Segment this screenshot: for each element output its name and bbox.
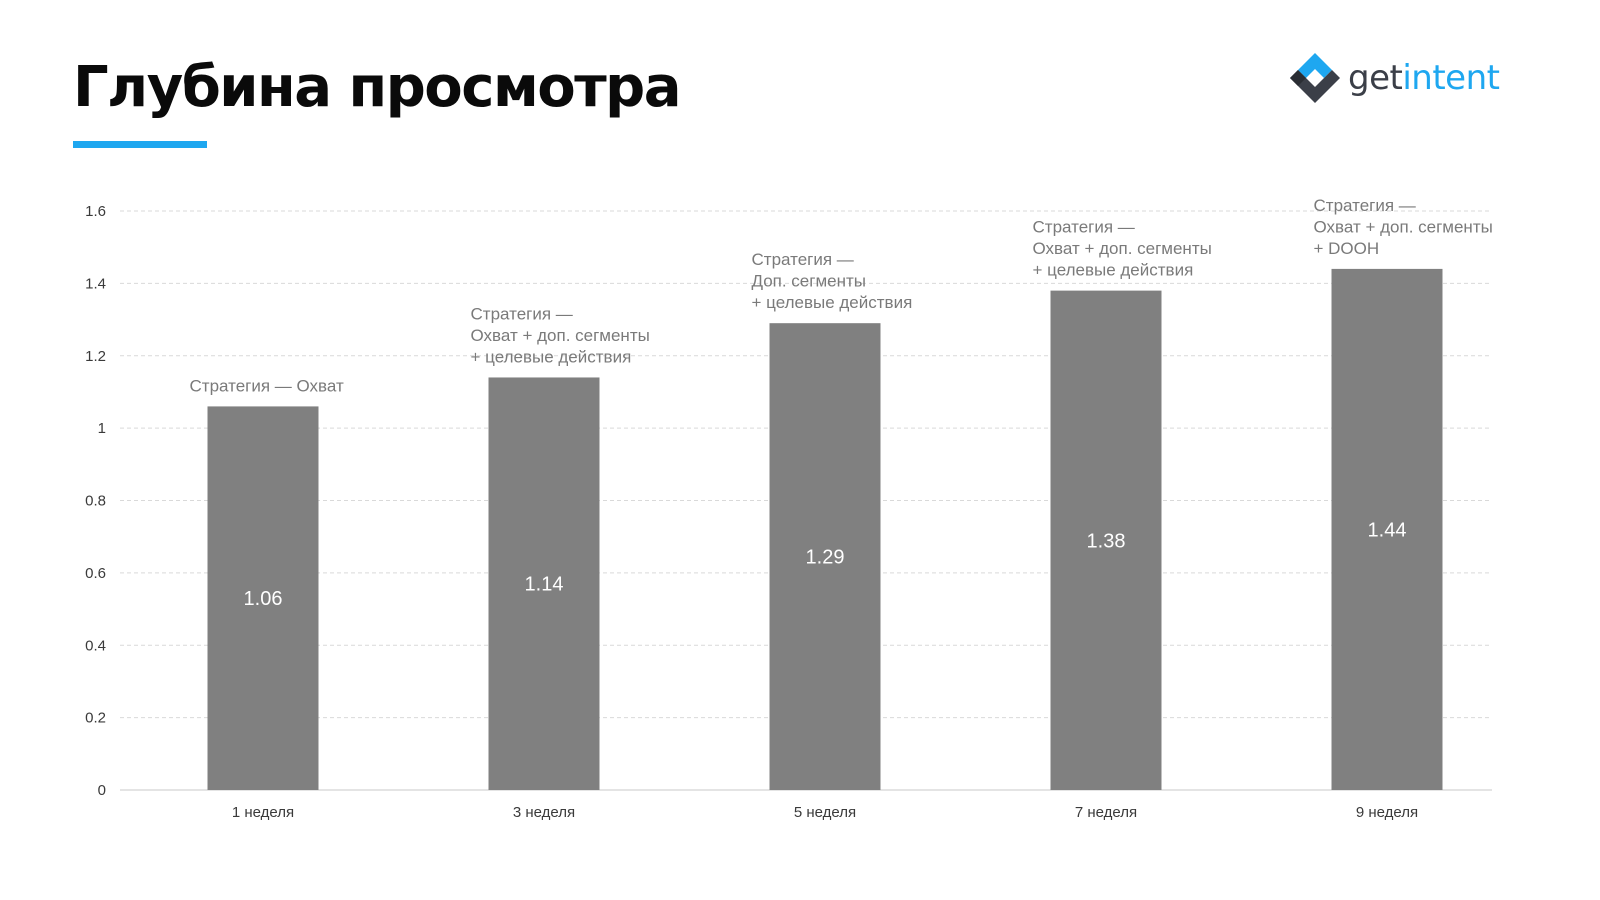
annotation-line: + целевые действия [752, 293, 913, 312]
y-tick-label: 0.2 [85, 710, 106, 727]
y-tick-label: 0.6 [85, 565, 106, 582]
strategy-annotation: Стратегия — Охват [190, 376, 344, 395]
logo-text-get: get [1348, 58, 1403, 98]
strategy-annotation: Стратегия — Охват + доп. сегменты + целевы… [471, 304, 650, 366]
y-tick-label: 1.2 [85, 348, 106, 365]
annotation-line: Стратегия — Охват [190, 376, 344, 395]
bar-value-label: 1.06 [244, 588, 283, 610]
y-tick-label: 1.6 [85, 203, 106, 220]
getintent-logo-icon [1290, 53, 1340, 103]
y-tick-label: 0.4 [85, 637, 106, 654]
x-tick-label: 3 неделя [513, 804, 575, 821]
title-underline [73, 141, 207, 148]
annotation-line: Охват + доп. сегменты [1033, 239, 1212, 258]
y-tick-label: 1.4 [85, 275, 106, 292]
logo-text: getintent [1348, 54, 1500, 102]
annotation-line: Стратегия — [752, 250, 854, 269]
annotation-line: Доп. сегменты [752, 272, 867, 291]
strategy-annotation: Стратегия — Охват + доп. сегменты + DOOH [1314, 196, 1493, 258]
x-tick-label: 7 неделя [1075, 804, 1137, 821]
strategy-annotation: Стратегия — Доп. сегменты + целевые действ… [752, 250, 913, 312]
bar [769, 323, 881, 790]
bar-value-label: 1.38 [1087, 530, 1126, 552]
bar [1050, 290, 1162, 790]
page-title: Глубина просмотра [73, 55, 682, 120]
annotation-line: Охват + доп. сегменты [471, 326, 650, 345]
annotations: Стратегия — Охват Стратегия — Охват + доп.… [190, 196, 1493, 396]
annotation-line: + целевые действия [471, 347, 632, 366]
annotation-line: + целевые действия [1033, 261, 1194, 280]
annotation-line: Охват + доп. сегменты [1314, 217, 1493, 236]
bar [207, 406, 319, 790]
annotation-line: Стратегия — [1314, 196, 1416, 215]
x-tick-label: 1 неделя [232, 804, 294, 821]
y-tick-label: 1 [98, 420, 106, 437]
annotation-line: Стратегия — [471, 304, 573, 323]
strategy-annotation: Стратегия — Охват + доп. сегменты + целевы… [1033, 218, 1212, 280]
bar-value-label: 1.14 [525, 574, 564, 596]
annotation-line: + DOOH [1314, 239, 1380, 258]
bars [207, 268, 1443, 790]
logo-text-intent: intent [1402, 58, 1500, 98]
y-tick-label: 0 [98, 782, 106, 799]
bar [1331, 268, 1443, 790]
x-tick-label: 9 неделя [1356, 804, 1418, 821]
bar-value-label: 1.44 [1368, 519, 1407, 541]
y-axis-ticks: 0 0.2 0.4 0.6 0.8 1 1.2 1.4 1.6 [85, 203, 106, 799]
value-labels: 1.06 1.14 1.29 1.38 1.44 [244, 519, 1407, 610]
x-tick-label: 5 неделя [794, 804, 856, 821]
y-tick-label: 0.8 [85, 493, 106, 510]
bar [488, 377, 600, 790]
getintent-logo: getintent [1288, 48, 1500, 110]
x-axis-labels: 1 неделя 3 неделя 5 неделя 7 неделя 9 неделя [232, 804, 1418, 821]
bar-value-label: 1.29 [806, 547, 845, 569]
annotation-line: Стратегия — [1033, 218, 1135, 237]
